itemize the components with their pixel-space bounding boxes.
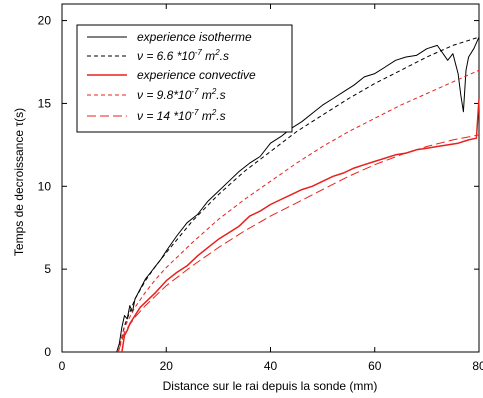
x-tick-label-1: 20: [160, 359, 174, 373]
axis-ticks: [61, 4, 480, 353]
x-tick-label-4: 80: [472, 359, 483, 373]
y-tick-label-1: 5: [44, 262, 51, 276]
legend-label-nu-14: ν = 14 *10-7 m2.s: [137, 108, 226, 123]
x-tick-label-2: 40: [264, 359, 278, 373]
legend: experience isotherme ν = 6.6 *10-7 m2.s …: [76, 24, 293, 133]
y-tick-label-3: 15: [38, 96, 52, 110]
y-tick-label-4: 20: [38, 14, 52, 28]
x-axis-label: Distance sur le rai depuis la sonde (mm): [163, 379, 378, 393]
legend-label-convective: experience convective: [137, 68, 256, 82]
y-tick-label-2: 10: [38, 179, 52, 193]
x-tick-label-3: 60: [368, 359, 382, 373]
y-tick-label-0: 0: [44, 345, 51, 359]
legend-label-nu-6-6: ν = 6.6 *10-7 m2.s: [137, 48, 229, 63]
series-line-3: [117, 69, 480, 353]
series-line-4: [117, 134, 480, 353]
series-line-2: [121, 98, 480, 353]
tick-labels: 0 20 40 60 80 0 5 10 15 20: [38, 14, 483, 373]
legend-box: [76, 24, 293, 133]
x-tick-label-0: 0: [59, 359, 66, 373]
series-line-1: [117, 36, 480, 353]
y-axis-label: Temps de decroissance τ(s): [12, 108, 26, 256]
legend-label-isotherme: experience isotherme: [137, 30, 252, 44]
series-layer: [116, 36, 480, 353]
legend-label-nu-9-8: ν = 9.8*10-7 m2.s: [137, 87, 226, 102]
